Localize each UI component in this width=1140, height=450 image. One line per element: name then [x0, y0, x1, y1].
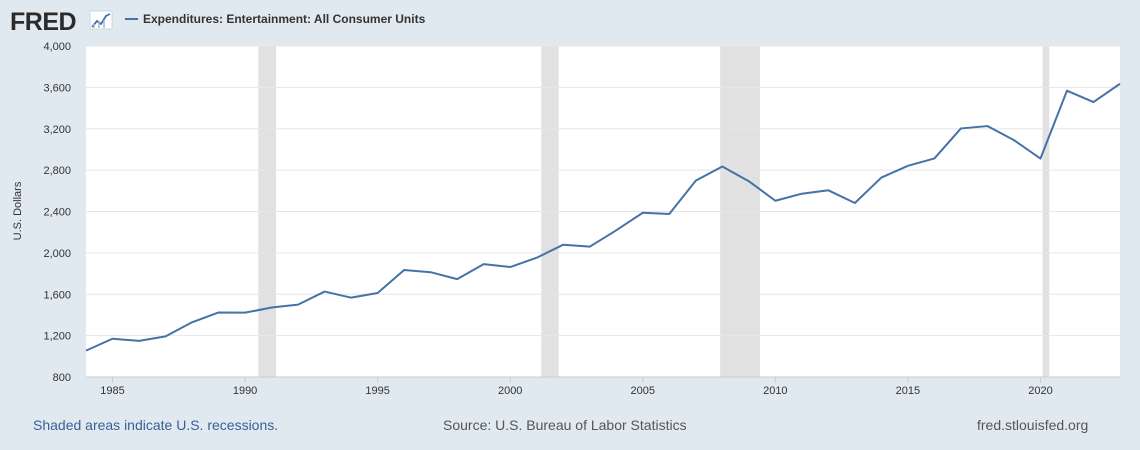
source-text: Source: U.S. Bureau of Labor Statistics	[443, 417, 687, 433]
legend[interactable]: Expenditures: Entertainment: All Consume…	[125, 12, 426, 26]
data-point[interactable]	[243, 311, 247, 315]
data-point[interactable]	[614, 228, 618, 232]
y-tick-label: 2,000	[43, 248, 71, 260]
data-point[interactable]	[641, 211, 645, 215]
data-point[interactable]	[482, 262, 486, 266]
y-axis-ticks: 800 1,200 1,600 2,000 2,400 2,800 3,200 3,600 4,…	[43, 41, 71, 384]
y-tick-label: 1,600	[43, 289, 71, 301]
legend-label: Expenditures: Entertainment: All Consume…	[143, 12, 426, 26]
x-tick-label: 1990	[233, 385, 257, 397]
x-tick-label: 2000	[498, 385, 522, 397]
data-point[interactable]	[561, 243, 565, 247]
data-point[interactable]	[84, 349, 88, 353]
recession-note-link[interactable]: Shaded areas indicate U.S. recessions.	[33, 417, 279, 433]
y-tick-label: 1,200	[43, 331, 71, 343]
data-point[interactable]	[1118, 82, 1122, 86]
data-point[interactable]	[588, 245, 592, 249]
data-point[interactable]	[111, 337, 115, 341]
data-point[interactable]	[429, 270, 433, 274]
line-chart-icon	[89, 10, 113, 30]
data-point[interactable]	[217, 310, 221, 314]
x-axis-ticks: 1985 1990 1995 2000 2005 2010 2015 2020	[100, 377, 1053, 397]
series-line[interactable]	[85, 82, 1121, 352]
data-point[interactable]	[376, 291, 380, 295]
chart: FRED Expenditures: Entertainment: All Co…	[10, 8, 1122, 397]
y-tick-label: 800	[53, 372, 71, 384]
data-point[interactable]	[190, 320, 194, 324]
y-tick-label: 2,400	[43, 207, 71, 219]
data-point[interactable]	[1012, 138, 1016, 142]
y-axis-title: U.S. Dollars	[12, 181, 24, 240]
data-point[interactable]	[720, 165, 724, 169]
fred-logo-text: FRED	[10, 8, 76, 36]
data-point[interactable]	[932, 156, 936, 160]
gridlines	[86, 45, 1120, 337]
data-point[interactable]	[270, 305, 274, 309]
y-tick-label: 2,800	[43, 165, 71, 177]
data-point[interactable]	[508, 265, 512, 269]
data-point[interactable]	[164, 334, 168, 338]
data-point[interactable]	[773, 199, 777, 203]
data-point[interactable]	[667, 212, 671, 216]
site-link[interactable]: fred.stlouisfed.org	[977, 417, 1089, 433]
data-point[interactable]	[906, 164, 910, 168]
data-point[interactable]	[1038, 157, 1042, 161]
data-point[interactable]	[1065, 89, 1069, 93]
data-point[interactable]	[349, 296, 353, 300]
x-tick-label: 2005	[631, 385, 655, 397]
fred-logo[interactable]: FRED	[10, 8, 113, 36]
y-tick-label: 3,200	[43, 124, 71, 136]
data-point[interactable]	[853, 201, 857, 205]
data-point[interactable]	[985, 124, 989, 128]
data-point[interactable]	[694, 179, 698, 183]
data-point[interactable]	[296, 303, 300, 307]
data-point[interactable]	[455, 277, 459, 281]
data-point[interactable]	[323, 290, 327, 294]
data-point[interactable]	[826, 188, 830, 192]
x-tick-label: 2015	[896, 385, 920, 397]
x-tick-label: 1995	[365, 385, 389, 397]
data-point[interactable]	[1091, 100, 1095, 104]
y-tick-label: 4,000	[43, 41, 71, 53]
series-layer[interactable]	[84, 82, 1122, 353]
data-point[interactable]	[747, 179, 751, 183]
y-tick-label: 3,600	[43, 82, 71, 94]
data-point[interactable]	[800, 192, 804, 196]
x-tick-label: 2020	[1028, 385, 1052, 397]
data-point[interactable]	[879, 176, 883, 180]
data-point[interactable]	[402, 268, 406, 272]
data-point[interactable]	[137, 339, 141, 343]
x-tick-label: 1985	[100, 385, 124, 397]
x-tick-label: 2010	[763, 385, 787, 397]
data-point[interactable]	[959, 126, 963, 130]
data-point[interactable]	[535, 256, 539, 260]
